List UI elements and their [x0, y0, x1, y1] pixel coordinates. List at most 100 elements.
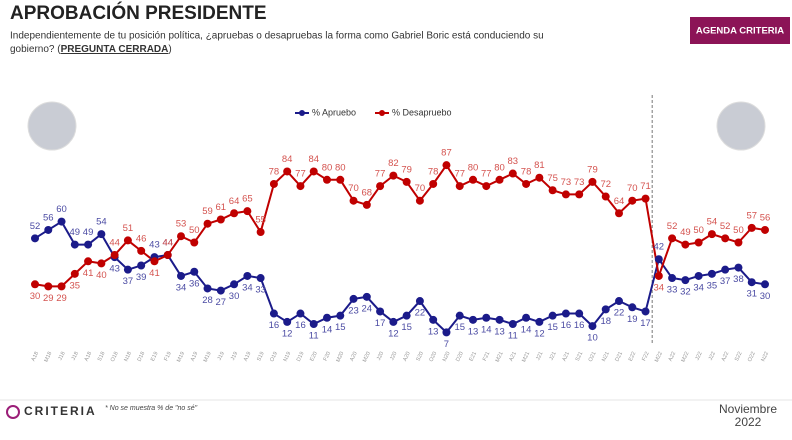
point — [44, 225, 53, 234]
point — [654, 271, 663, 280]
x-tick-label: M20 — [335, 351, 345, 363]
data-label: 49 — [83, 227, 94, 238]
data-label: 46 — [136, 233, 147, 244]
x-tick-label: A20 — [402, 351, 412, 362]
data-label: 77 — [295, 169, 306, 180]
x-tick-label: E22 — [628, 351, 638, 362]
point — [601, 192, 610, 201]
point — [283, 167, 292, 176]
point — [429, 315, 438, 324]
point — [97, 230, 106, 239]
data-label: 37 — [123, 276, 134, 287]
point — [230, 280, 239, 289]
point — [615, 209, 623, 218]
data-label: 44 — [162, 238, 173, 249]
data-label: 79 — [587, 164, 598, 175]
point — [482, 182, 491, 191]
photo-left — [27, 101, 77, 151]
point — [415, 297, 424, 306]
point — [681, 240, 690, 249]
point — [269, 309, 278, 318]
point — [57, 282, 66, 291]
subtitle: Independientemente de tu posición políti… — [10, 31, 544, 42]
x-tick-label: D21 — [614, 351, 624, 363]
x-tick-label: S19 — [256, 351, 266, 362]
x-tick-label: J20 — [376, 351, 385, 362]
x-tick-label: O20 — [428, 351, 438, 363]
subtitle: gobierno? (PREGUNTA CERRADA) — [10, 44, 172, 55]
x-tick-label: M20 — [362, 351, 372, 363]
data-label: 43 — [149, 240, 160, 251]
point — [694, 271, 703, 280]
point — [402, 311, 411, 320]
point — [57, 217, 66, 226]
x-tick-label: M19 — [203, 351, 213, 363]
x-tick-label: J21 — [535, 351, 544, 362]
data-label: 55 — [255, 215, 266, 226]
data-label: 84 — [308, 154, 319, 165]
data-label: 83 — [508, 156, 519, 167]
point — [561, 309, 570, 318]
data-label: 60 — [56, 204, 67, 215]
data-label: 35 — [70, 280, 81, 291]
point — [721, 234, 730, 243]
note: * No se muestra % de "no sé" — [105, 405, 198, 412]
data-label: 53 — [176, 219, 187, 230]
point — [455, 182, 464, 191]
x-tick-label: N19 — [283, 351, 293, 363]
data-label: 34 — [176, 282, 187, 293]
data-label: 15 — [335, 322, 346, 333]
data-label: 50 — [693, 225, 704, 236]
point — [535, 317, 544, 326]
data-label: 80 — [335, 162, 346, 173]
x-tick-label: S20 — [415, 351, 425, 362]
point — [362, 200, 371, 209]
point — [389, 171, 398, 180]
point — [137, 246, 146, 255]
data-label: 80 — [494, 162, 505, 173]
x-tick-label: M22 — [681, 351, 691, 363]
point — [761, 225, 769, 234]
point — [216, 286, 225, 295]
data-label: 33 — [255, 285, 266, 296]
data-label: 19 — [627, 314, 638, 325]
x-tick-label: J20 — [389, 351, 398, 362]
point — [84, 257, 93, 266]
point — [575, 190, 584, 199]
point — [70, 269, 79, 278]
data-label: 70 — [348, 183, 359, 194]
data-label: 34 — [242, 282, 253, 293]
point — [349, 196, 358, 205]
point — [137, 261, 146, 270]
data-label: 36 — [189, 278, 200, 289]
x-tick-label: O21 — [588, 351, 598, 363]
x-tick-label: M21 — [521, 351, 531, 363]
x-tick-label: N22 — [760, 351, 770, 363]
data-label: 73 — [561, 177, 572, 188]
date: 2022 — [735, 415, 762, 429]
point — [668, 234, 677, 243]
point — [615, 297, 623, 306]
point — [190, 267, 199, 276]
data-label: 78 — [521, 166, 532, 177]
data-label: 40 — [96, 270, 107, 281]
x-tick-label: N21 — [601, 351, 611, 363]
point — [230, 209, 239, 218]
legend-label: % Apruebo — [312, 107, 356, 117]
x-tick-label: F21 — [482, 351, 491, 362]
point — [575, 309, 584, 318]
data-label: 50 — [733, 225, 744, 236]
point — [362, 292, 371, 301]
point — [588, 177, 597, 186]
point — [495, 175, 504, 184]
data-label: 44 — [162, 238, 173, 249]
x-tick-label: S22 — [734, 351, 744, 362]
data-label: 64 — [614, 196, 625, 207]
point — [190, 238, 199, 247]
point — [389, 317, 398, 326]
legend-dot — [379, 110, 385, 116]
point — [216, 215, 225, 224]
x-tick-label: J21 — [549, 351, 558, 362]
title: APROBACIÓN PRESIDENTE — [10, 2, 267, 24]
data-label: 59 — [202, 206, 213, 217]
